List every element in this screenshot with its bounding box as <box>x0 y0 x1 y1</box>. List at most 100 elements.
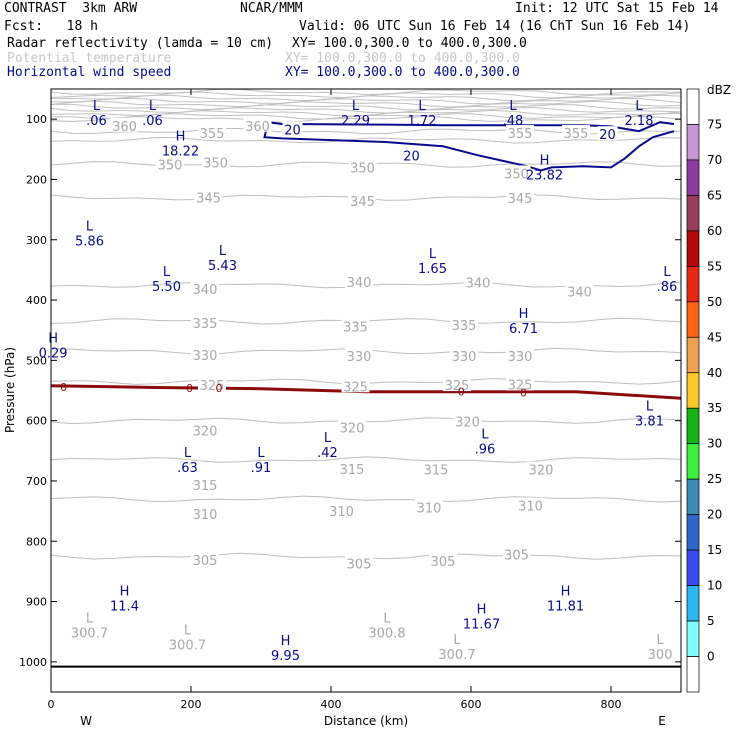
theta-label-bg <box>191 477 219 492</box>
colorbar-swatch <box>686 585 700 622</box>
model-title: CONTRAST 3km ARW <box>4 1 138 16</box>
extremum-low-marker: L <box>481 428 489 443</box>
theta-label-bg <box>191 314 219 329</box>
colorbar-level-label: 35 <box>707 401 722 415</box>
theta-contour-label: 335 <box>343 321 368 336</box>
wind-contour-20 <box>267 121 675 133</box>
colorbar-swatch <box>686 443 700 480</box>
theta-contour-label: 335 <box>452 319 477 334</box>
theta-label-bg <box>110 117 139 132</box>
extremum-high-marker: H <box>48 331 58 346</box>
theta-contour-upper <box>51 100 681 108</box>
theta-label-bg <box>341 378 370 393</box>
theta-label-bg <box>422 461 450 476</box>
extremum-high-marker: H <box>281 634 291 649</box>
extremum-low-marker: L <box>509 99 517 114</box>
theta-label-bg <box>338 419 366 434</box>
extremum-low-marker: L <box>324 431 332 446</box>
theta-label-bg <box>453 413 482 428</box>
colorbar-level-label: 25 <box>707 472 722 486</box>
x-tick-label: 200 <box>181 698 202 711</box>
y-tick-label: 1000 <box>19 656 47 669</box>
field-wind-xy: XY= 100.0,300.0 to 400.0,300.0 <box>285 65 520 80</box>
x-tick-label: 0 <box>48 698 55 711</box>
theta-label-bg <box>201 154 230 169</box>
colorbar-level-label: 50 <box>707 295 722 309</box>
theta-label-bg <box>502 165 531 180</box>
extremum-high-marker: H <box>540 153 550 168</box>
valid-time: Valid: 06 UTC Sun 16 Feb 14 (16 ChT Sun … <box>299 19 691 34</box>
extremum-value: 18.22 <box>162 144 199 159</box>
extremum-low-marker: L <box>219 244 227 259</box>
theta-label-bg <box>243 117 272 132</box>
theta-contour-label: 355 <box>200 127 225 142</box>
extremum-value: 300.7 <box>169 639 206 654</box>
theta-label-bg <box>198 125 226 140</box>
theta-contour-label: 330 <box>193 349 218 364</box>
y-tick-label: 400 <box>26 294 47 307</box>
theta-contour-label: 345 <box>350 195 375 210</box>
colorbar-level-label: 70 <box>707 153 722 167</box>
theta-contour-label: 330 <box>347 350 372 365</box>
theta-contour-label: 320 <box>529 463 554 478</box>
field-wind-name: Horizontal wind speed <box>7 65 172 80</box>
theta-label-bg <box>191 281 219 296</box>
colorbar-level-label: 60 <box>707 224 722 238</box>
extremum-value: 11.67 <box>463 618 500 633</box>
colorbar-swatch <box>686 514 700 551</box>
theta-contour-label: 340 <box>466 277 491 292</box>
colorbar-swatch <box>686 336 700 374</box>
x-tick-label: 400 <box>321 698 342 711</box>
theta-label-bg <box>348 159 377 174</box>
extremum-value: 300 <box>648 648 673 663</box>
extremum-value: 9.95 <box>271 649 300 664</box>
theta-label-bg <box>191 346 219 361</box>
theta-contour-label: 360 <box>112 120 137 135</box>
reflectivity-contour-label: 0 <box>186 382 193 395</box>
theta-label-bg <box>506 190 534 205</box>
theta-contour-label: 305 <box>193 554 218 569</box>
theta-contour-label: 330 <box>452 350 477 365</box>
theta-label-bg <box>562 125 590 140</box>
theta-contour-label: 350 <box>350 161 375 176</box>
theta-contour-upper <box>51 112 681 120</box>
x-end-label-west: W <box>80 714 92 728</box>
theta-contour-label: 315 <box>193 479 218 494</box>
extremum-value: 300.8 <box>368 627 405 642</box>
colorbar-swatch <box>686 266 700 303</box>
extremum-low-marker: L <box>184 446 192 461</box>
stratosphere-theta-band <box>51 89 681 123</box>
extremum-value: .96 <box>475 443 496 458</box>
y-tick-label: 500 <box>26 354 47 367</box>
theta-label-bg <box>502 546 531 561</box>
reflectivity-contour-label: 0 <box>60 381 67 394</box>
theta-label-bg <box>415 499 443 514</box>
theta-label-bg <box>506 376 534 391</box>
y-tick-label: 300 <box>26 234 47 247</box>
extremum-low-marker: L <box>418 99 426 114</box>
theta-contour-label: 320 <box>193 424 218 439</box>
extremum-low-marker: L <box>86 612 94 627</box>
extremum-value: .42 <box>317 446 338 461</box>
theta-label-bg <box>345 273 373 288</box>
extremum-value: 11.4 <box>110 600 139 615</box>
theta-contour-label: 310 <box>518 500 543 515</box>
theta-label-bg <box>338 460 366 475</box>
theta-contour-upper <box>51 103 681 111</box>
reflectivity-contour-label: 0 <box>216 382 223 395</box>
theta-label-bg <box>194 189 223 204</box>
theta-label-bg <box>348 193 377 208</box>
theta-contour-label: 340 <box>193 283 218 298</box>
theta-label-bg <box>345 348 373 363</box>
extremum-low-marker: L <box>646 399 654 414</box>
y-tick-label: 600 <box>26 415 47 428</box>
wind-contour-jet <box>263 121 675 172</box>
extremum-low-marker: L <box>163 265 171 280</box>
wind-label-bg <box>282 121 303 136</box>
extremum-value: 0.29 <box>39 346 68 361</box>
reflectivity-contour-label: 0 <box>458 386 465 399</box>
wind-contour-label: 20 <box>284 123 301 138</box>
extremum-value: .06 <box>86 114 107 129</box>
extremum-low-marker: L <box>149 99 157 114</box>
